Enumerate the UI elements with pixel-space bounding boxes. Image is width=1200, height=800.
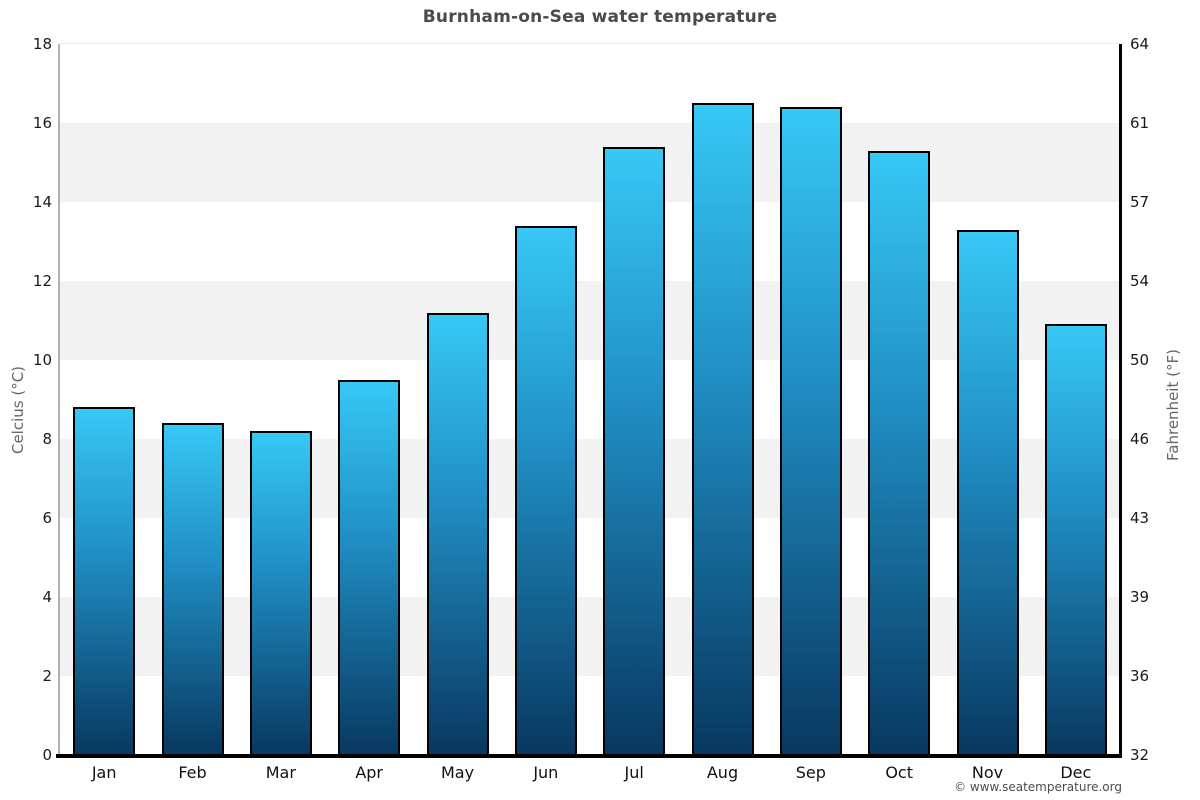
fahrenheit-tick-36: 36 (1130, 667, 1150, 685)
month-label-aug: Aug (706, 763, 739, 782)
plot-area (60, 44, 1120, 755)
celsius-tick-12: 12 (32, 272, 52, 290)
celsius-tick-16: 16 (32, 114, 52, 132)
month-label-jan: Jan (91, 763, 117, 782)
fahrenheit-tick-64: 64 (1130, 35, 1150, 53)
bar-sep (779, 107, 842, 755)
y-axis-right-title: Fahrenheit (°F) (1164, 349, 1182, 461)
month-label-feb: Feb (178, 763, 207, 782)
x-axis-line (56, 754, 1122, 758)
bar-apr (338, 379, 401, 755)
celsius-tick-0: 0 (42, 746, 52, 764)
celsius-tick-6: 6 (42, 509, 52, 527)
celsius-tick-14: 14 (32, 193, 52, 211)
fahrenheit-tick-39: 39 (1130, 588, 1150, 606)
fahrenheit-tick-43: 43 (1130, 509, 1150, 527)
month-label-mar: Mar (265, 763, 296, 782)
celsius-tick-18: 18 (32, 35, 52, 53)
bar-aug (691, 103, 754, 755)
fahrenheit-tick-46: 46 (1130, 430, 1150, 448)
bar-oct (868, 150, 931, 755)
bar-nov (956, 229, 1019, 755)
bar-jan (73, 407, 136, 755)
celsius-tick-8: 8 (42, 430, 52, 448)
month-label-dec: Dec (1060, 763, 1092, 782)
y-axis-left-title: Celcius (°C) (9, 365, 27, 455)
fahrenheit-tick-50: 50 (1130, 351, 1150, 369)
bar-dec (1044, 324, 1107, 755)
bar-jun (514, 225, 577, 755)
month-label-sep: Sep (795, 763, 826, 782)
bar-jul (603, 146, 666, 755)
celsius-tick-2: 2 (42, 667, 52, 685)
month-label-apr: Apr (355, 763, 383, 782)
bar-mar (249, 431, 312, 755)
fahrenheit-tick-32: 32 (1130, 746, 1150, 764)
copyright-text: © www.seatemperature.org (954, 780, 1122, 794)
month-label-may: May (440, 763, 475, 782)
fahrenheit-tick-57: 57 (1130, 193, 1150, 211)
bar-may (426, 312, 489, 755)
bar-feb (161, 423, 224, 755)
month-label-jul: Jul (624, 763, 644, 782)
fahrenheit-tick-54: 54 (1130, 272, 1150, 290)
y-axis-right-line (1119, 44, 1122, 755)
celsius-tick-4: 4 (42, 588, 52, 606)
chart-title: Burnham-on-Sea water temperature (422, 7, 778, 27)
plot-top-border (60, 43, 1120, 44)
fahrenheit-tick-61: 61 (1130, 114, 1150, 132)
y-axis-left-line (58, 44, 60, 755)
month-label-oct: Oct (885, 763, 913, 782)
month-label-nov: Nov (971, 763, 1004, 782)
month-label-jun: Jun (533, 763, 559, 782)
celsius-tick-10: 10 (32, 351, 52, 369)
